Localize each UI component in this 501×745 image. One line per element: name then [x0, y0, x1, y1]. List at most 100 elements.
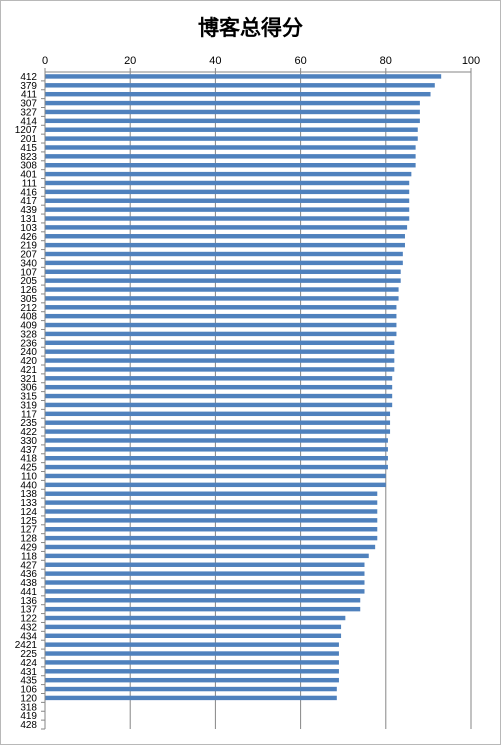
- bar: [45, 384, 393, 390]
- category-label: 823: [20, 152, 37, 163]
- category-label: 236: [20, 338, 37, 349]
- bar: [45, 109, 420, 115]
- bar: [45, 482, 386, 488]
- category-label: 201: [20, 134, 37, 145]
- category-label: 127: [20, 525, 37, 536]
- category-label: 106: [20, 685, 37, 696]
- category-label: 432: [20, 622, 37, 633]
- category-label: 409: [20, 321, 37, 332]
- category-label: 422: [20, 427, 37, 438]
- category-label: 401: [20, 170, 37, 181]
- category-label: 235: [20, 418, 37, 429]
- category-label: 118: [21, 551, 37, 562]
- category-label: 440: [20, 480, 37, 491]
- bar: [45, 322, 397, 328]
- category-label: 126: [20, 285, 37, 296]
- category-label: 438: [20, 578, 37, 589]
- category-label: 428: [20, 720, 37, 731]
- bar: [45, 624, 342, 630]
- bar: [45, 154, 416, 159]
- category-label: 124: [20, 507, 37, 518]
- category-label: 424: [20, 658, 37, 669]
- category-labels: 4123794113073274141207201415823308401111…: [15, 72, 45, 731]
- category-label: 421: [20, 365, 37, 376]
- category-label: 327: [20, 107, 37, 118]
- bar: [45, 598, 361, 603]
- bar: [45, 136, 418, 141]
- category-label: 418: [20, 454, 37, 465]
- category-label: 2421: [15, 640, 38, 651]
- category-label: 408: [20, 312, 37, 323]
- bar: [45, 447, 388, 452]
- bar: [45, 535, 378, 541]
- bar: [45, 207, 410, 212]
- bar: [45, 615, 346, 621]
- bar: [45, 145, 416, 150]
- bar: [45, 367, 395, 372]
- bar: [45, 171, 412, 177]
- x-tick-label: 20: [124, 55, 136, 67]
- bar: [45, 242, 405, 248]
- bar: [45, 562, 365, 567]
- category-label: 308: [20, 161, 37, 172]
- chart-title: 博客总得分: [198, 16, 303, 40]
- bar: [45, 216, 410, 221]
- category-label: 437: [20, 445, 37, 456]
- category-label: 417: [20, 196, 37, 207]
- bar: [45, 340, 395, 346]
- bar: [45, 429, 391, 434]
- bar: [45, 260, 403, 266]
- x-tick-label: 60: [294, 55, 306, 67]
- bar: [45, 189, 410, 195]
- bar: [45, 287, 399, 292]
- bar: [45, 269, 401, 274]
- category-label: 305: [20, 294, 37, 305]
- category-label: 111: [22, 178, 38, 189]
- category-label: 240: [20, 347, 37, 358]
- category-label: 128: [20, 534, 37, 545]
- bar: [45, 91, 431, 97]
- gridlines: [129, 72, 472, 729]
- category-label: 136: [20, 596, 37, 607]
- category-label: 319: [20, 400, 37, 411]
- category-label: 420: [20, 356, 37, 367]
- bar: [45, 606, 361, 612]
- bar: [45, 518, 378, 523]
- category-label: 207: [20, 250, 37, 261]
- category-label: 340: [20, 258, 37, 269]
- category-label: 434: [20, 631, 37, 642]
- category-label: 212: [20, 303, 37, 314]
- bar: [45, 455, 388, 461]
- bar: [45, 234, 405, 239]
- category-label: 330: [20, 436, 37, 447]
- bar: [45, 633, 342, 638]
- category-label: 415: [20, 143, 37, 154]
- bar: [45, 420, 391, 425]
- category-label: 205: [20, 276, 37, 287]
- bar: [45, 677, 339, 683]
- bar: [45, 349, 395, 354]
- category-label: 321: [20, 374, 37, 385]
- bar: [45, 527, 378, 532]
- bar: [45, 651, 339, 656]
- bar: [45, 393, 393, 399]
- bar: [45, 127, 418, 132]
- category-label: 412: [20, 72, 37, 83]
- category-label: 318: [20, 702, 37, 713]
- bar: [45, 163, 416, 168]
- category-label: 426: [20, 232, 37, 243]
- bar: [45, 331, 397, 337]
- category-label: 1207: [15, 125, 38, 136]
- category-label: 131: [20, 214, 37, 225]
- bar: [45, 278, 401, 283]
- category-label: 435: [20, 676, 37, 687]
- bar: [45, 438, 388, 443]
- bar: [45, 660, 339, 665]
- category-label: 425: [20, 463, 37, 474]
- category-label: 315: [20, 392, 37, 403]
- bar: [45, 695, 337, 701]
- category-label: 439: [20, 205, 37, 216]
- x-tick-label: 80: [380, 55, 392, 67]
- bar: [45, 500, 378, 505]
